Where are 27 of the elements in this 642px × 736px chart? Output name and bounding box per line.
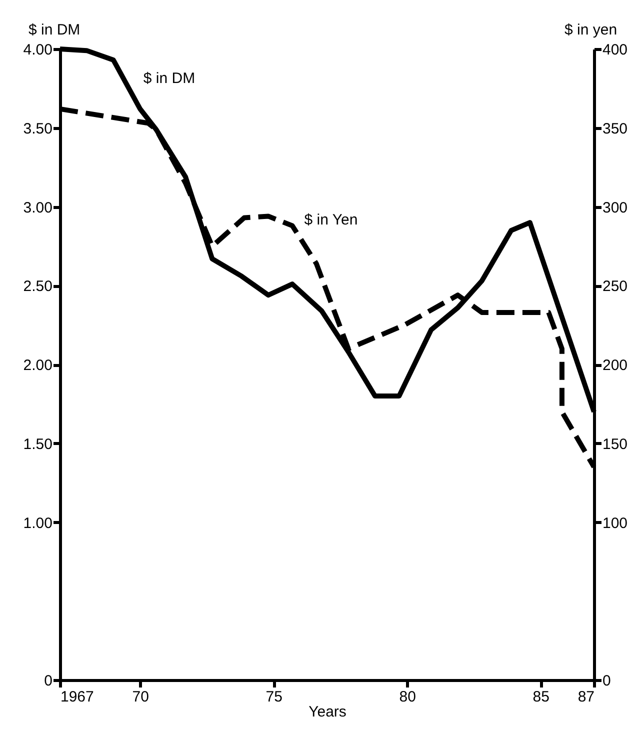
- x-tick-label: 75: [266, 688, 282, 706]
- x-axis-title: Years: [308, 704, 346, 720]
- x-tick-label: 80: [399, 688, 416, 706]
- y-tick-label: 1.50: [23, 436, 52, 453]
- x-tick-label: 85: [532, 688, 550, 706]
- x-tick-label: 70: [132, 688, 149, 706]
- x-tick-label: 87: [578, 688, 594, 706]
- series-label: $ in Yen: [304, 212, 358, 229]
- y-tick-label: 3.50: [23, 120, 52, 138]
- y2-tick-label: 0: [602, 672, 611, 690]
- y-tick-label: 2.00: [23, 357, 52, 374]
- y-axis-title: $ in DM: [28, 22, 80, 38]
- y-tick-label: 1.00: [23, 514, 52, 532]
- y-tick-label: 4.00: [23, 42, 52, 58]
- y2-axis-title: $ in yen: [564, 22, 618, 38]
- y2-tick-label: 400: [602, 42, 628, 58]
- y2-tick-label: 200: [602, 357, 628, 374]
- y2-tick-label: 300: [602, 199, 628, 216]
- y-tick-label: 3.00: [23, 199, 52, 216]
- y-tick-label: 0: [44, 672, 52, 690]
- y2-tick-label: 150: [602, 436, 628, 453]
- x-tick-label: 1967: [60, 688, 94, 706]
- y2-tick-label: 250: [602, 278, 628, 296]
- series-label: $ in DM: [143, 70, 196, 88]
- y2-tick-label: 350: [602, 120, 628, 138]
- y-tick-label: 2.50: [23, 278, 52, 296]
- y2-tick-label: 100: [602, 514, 628, 532]
